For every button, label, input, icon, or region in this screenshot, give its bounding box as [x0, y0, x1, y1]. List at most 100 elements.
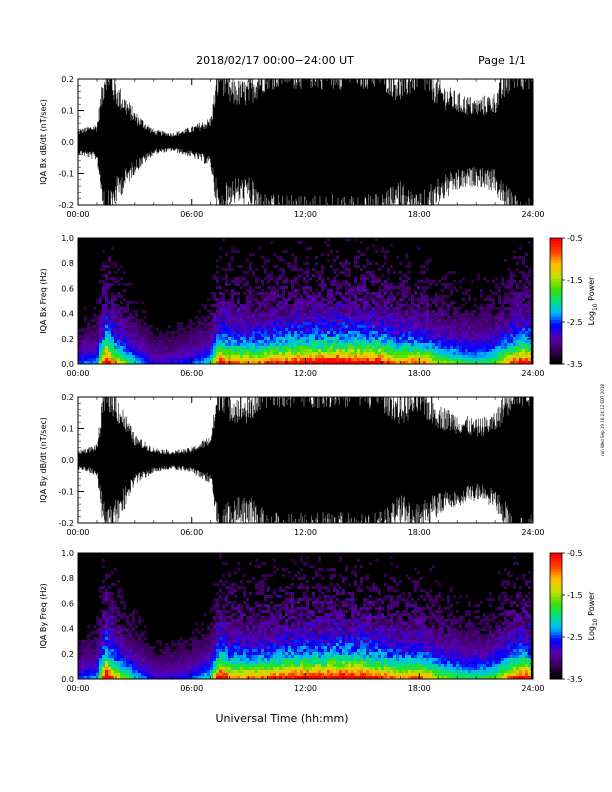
spectrogram-cell — [147, 349, 150, 352]
spectrogram-cell — [393, 358, 396, 361]
spectrogram-cell — [270, 289, 273, 292]
spectrogram-cell — [501, 316, 504, 319]
spectrogram-cell — [102, 280, 105, 283]
spectrogram-cell — [249, 346, 252, 349]
spectrogram-cell — [105, 322, 108, 325]
spectrogram-cell — [159, 670, 162, 673]
spectrogram-cell — [306, 295, 309, 298]
spectrogram-cell — [243, 325, 246, 328]
spectrogram-cell — [477, 340, 480, 343]
spectrogram-cell — [282, 274, 285, 277]
spectrogram-cell — [267, 325, 270, 328]
spectrogram-cell — [357, 289, 360, 292]
spectrogram-cell — [345, 343, 348, 346]
spectrogram-cell — [183, 652, 186, 655]
spectrogram-cell — [426, 340, 429, 343]
spectrogram-cell — [270, 310, 273, 313]
spectrogram-cell — [471, 310, 474, 313]
spectrogram-cell — [510, 319, 513, 322]
spectrogram-cell — [273, 346, 276, 349]
spectrogram-cell — [453, 313, 456, 316]
spectrogram-cell — [468, 325, 471, 328]
spectrogram-cell — [216, 607, 219, 610]
spectrogram-cell — [258, 304, 261, 307]
spectrogram-cell — [444, 283, 447, 286]
spectrogram-cell — [306, 274, 309, 277]
spectrogram-cell — [366, 271, 369, 274]
spectrogram-cell — [204, 613, 207, 616]
spectrogram-cell — [213, 667, 216, 670]
spectrogram-cell — [381, 325, 384, 328]
spectrogram-cell — [405, 286, 408, 289]
spectrogram-cell — [189, 361, 192, 364]
spectrogram-cell — [435, 358, 438, 361]
spectrogram-cell — [411, 298, 414, 301]
spectrogram-cell — [231, 616, 234, 619]
spectrogram-cell — [333, 268, 336, 271]
spectrogram-cell — [408, 358, 411, 361]
spectrogram-cell — [210, 607, 213, 610]
spectrogram-cell — [360, 253, 363, 256]
spectrogram-cell — [510, 334, 513, 337]
spectrogram-cell — [234, 361, 237, 364]
spectrogram-cell — [507, 268, 510, 271]
colorbar-tick-label: -1.5 — [567, 276, 583, 285]
spectrogram-cell — [510, 325, 513, 328]
spectrogram-cell — [231, 292, 234, 295]
spectrogram-cell — [486, 310, 489, 313]
spectrogram-cell — [108, 322, 111, 325]
spectrogram-cell — [120, 631, 123, 634]
spectrogram-cell — [327, 277, 330, 280]
spectrogram-cell — [225, 643, 228, 646]
spectrogram-cell — [228, 610, 231, 613]
spectrogram-cell — [273, 265, 276, 268]
spectrogram-cell — [273, 289, 276, 292]
spectrogram-cell — [177, 334, 180, 337]
spectrogram-cell — [432, 298, 435, 301]
spectrogram-cell — [444, 340, 447, 343]
spectrogram-cell — [327, 316, 330, 319]
spectrogram-cell — [516, 316, 519, 319]
spectrogram-cell — [117, 268, 120, 271]
spectrogram-cell — [213, 634, 216, 637]
spectrogram-cell — [447, 295, 450, 298]
spectrogram-cell — [408, 298, 411, 301]
spectrogram-cell — [96, 670, 99, 673]
spectrogram-cell — [381, 361, 384, 364]
spectrogram-cell — [429, 259, 432, 262]
spectrogram-cell — [144, 322, 147, 325]
spectrogram-cell — [351, 328, 354, 331]
spectrogram-cell — [99, 340, 102, 343]
spectrogram-cell — [510, 310, 513, 313]
spectrogram-cell — [99, 595, 102, 598]
spectrogram-cell — [165, 352, 168, 355]
spectrogram-cell — [447, 325, 450, 328]
spectrogram-cell — [249, 286, 252, 289]
spectrogram-cell — [327, 244, 330, 247]
spectrogram-cell — [354, 316, 357, 319]
spectrogram-cell — [192, 667, 195, 670]
spectrogram-cell — [510, 283, 513, 286]
spectrogram-cell — [399, 277, 402, 280]
spectrogram-cell — [216, 637, 219, 640]
spectrogram-cell — [129, 655, 132, 658]
spectrogram-cell — [135, 631, 138, 634]
spectrogram-cell — [99, 655, 102, 658]
spectrogram-cell — [360, 346, 363, 349]
spectrogram-cell — [489, 358, 492, 361]
spectrogram-cell — [204, 670, 207, 673]
spectrogram-cell — [264, 355, 267, 358]
spectrogram-cell — [429, 352, 432, 355]
spectrogram-cell — [342, 310, 345, 313]
spectrogram-cell — [225, 352, 228, 355]
spectrogram-cell — [108, 310, 111, 313]
spectrogram-cell — [234, 316, 237, 319]
spectrogram-cell — [510, 289, 513, 292]
y-tick-label: 0.0 — [61, 138, 74, 147]
spectrogram-cell — [384, 331, 387, 334]
spectrogram-cell — [165, 655, 168, 658]
spectrogram-cell — [393, 337, 396, 340]
spectrogram-cell — [117, 349, 120, 352]
spectrogram-cell — [117, 625, 120, 628]
spectrogram-cell — [150, 325, 153, 328]
